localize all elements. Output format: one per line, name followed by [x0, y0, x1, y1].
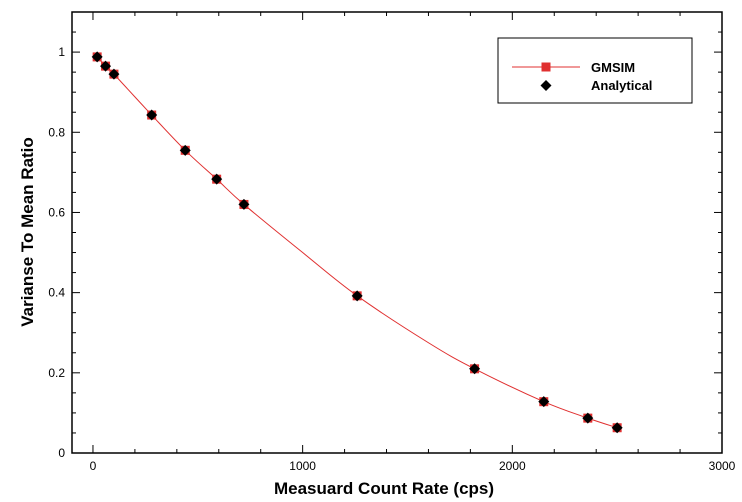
analytical-point — [582, 412, 594, 424]
x-tick-label: 2000 — [499, 459, 526, 473]
analytical-point — [91, 51, 103, 63]
legend-box — [497, 37, 693, 104]
y-tick-label: 1 — [58, 45, 65, 59]
analytical-point — [108, 68, 120, 80]
axis-tick-labels: 0 1000 2000 3000 0 0.2 0.4 0.6 0.8 1 — [48, 45, 735, 473]
y-tick-label: 0.4 — [48, 286, 65, 300]
axis-ticks — [72, 12, 723, 454]
analytical-point — [351, 290, 363, 302]
analytical-point — [211, 173, 223, 185]
y-tick-label: 0 — [58, 446, 65, 460]
analytical-point — [179, 144, 191, 156]
analytical-point — [611, 422, 623, 434]
y-tick-label: 0.2 — [48, 366, 65, 380]
analytical-point — [146, 109, 158, 121]
legend-analytical-marker — [540, 80, 552, 91]
legend-analytical-label: Analytical — [591, 78, 652, 93]
series-line-gmsim — [96, 56, 618, 429]
analytical-point — [238, 198, 250, 210]
analytical-point — [100, 60, 112, 72]
x-tick-label: 0 — [90, 459, 97, 473]
y-tick-label: 0.6 — [48, 205, 65, 219]
x-tick-label: 1000 — [289, 459, 316, 473]
series-layer — [91, 51, 623, 434]
analytical-point — [469, 363, 481, 375]
legend-gmsim-marker — [541, 62, 551, 72]
analytical-point — [538, 396, 550, 408]
x-axis-title: Measuard Count Rate (cps) — [274, 479, 494, 498]
legend: GMSIM Analytical — [497, 37, 693, 104]
y-axis-title: Varianse To Mean Ratio — [18, 137, 37, 327]
y-tick-label: 0.8 — [48, 125, 65, 139]
x-tick-label: 3000 — [709, 459, 736, 473]
legend-gmsim-label: GMSIM — [591, 60, 635, 75]
